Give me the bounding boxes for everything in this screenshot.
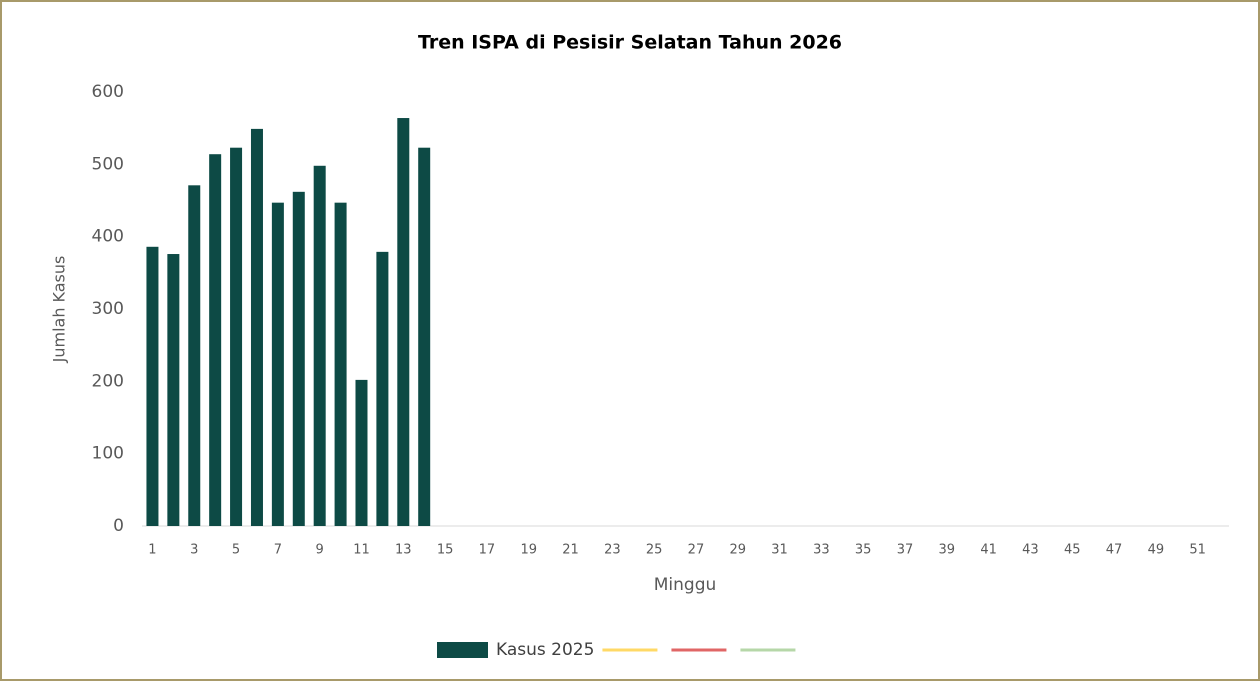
x-tick-label: 43	[1022, 543, 1039, 558]
y-tick-label: 400	[92, 227, 124, 247]
bar	[334, 202, 347, 527]
x-tick-label: 39	[939, 543, 956, 558]
chart-title: Tren ISPA di Pesisir Selatan Tahun 2026	[418, 32, 842, 54]
x-tick-label: 37	[897, 543, 914, 558]
y-axis-label: Jumlah Kasus	[50, 256, 69, 364]
x-tick-label: 29	[729, 543, 746, 558]
x-tick-label: 17	[479, 543, 496, 558]
bar	[167, 254, 180, 526]
bar	[250, 128, 263, 526]
x-tick-label: 19	[520, 543, 537, 558]
y-tick-label: 600	[92, 82, 124, 102]
x-tick-label: 23	[604, 543, 621, 558]
y-tick-label: 300	[92, 299, 124, 319]
x-tick-label: 27	[688, 543, 705, 558]
x-tick-label: 51	[1189, 543, 1206, 558]
y-tick-label: 200	[92, 371, 124, 391]
x-tick-label: 11	[353, 543, 370, 558]
x-tick-label: 47	[1106, 543, 1123, 558]
x-tick-label: 15	[437, 543, 454, 558]
bar	[355, 379, 368, 526]
y-tick-label: 0	[113, 516, 124, 536]
bar	[292, 191, 305, 526]
x-tick-label: 45	[1064, 543, 1081, 558]
x-tick-label: 7	[274, 543, 282, 558]
bar	[313, 165, 326, 526]
bar	[146, 246, 159, 526]
x-tick-label: 21	[562, 543, 579, 558]
x-tick-label: 9	[316, 543, 324, 558]
bar	[397, 118, 410, 526]
bar	[209, 154, 222, 526]
legend-swatch	[437, 642, 488, 658]
x-tick-label: 25	[646, 543, 663, 558]
bar	[376, 251, 389, 526]
bar	[188, 185, 201, 526]
x-tick-label: 13	[395, 543, 412, 558]
x-tick-label: 49	[1148, 543, 1165, 558]
bar	[230, 147, 243, 527]
x-tick-label: 1	[148, 543, 156, 558]
x-tick-label: 3	[190, 543, 198, 558]
bar	[418, 147, 431, 527]
legend-label: Kasus 2025	[496, 640, 594, 660]
x-tick-label: 5	[232, 543, 240, 558]
y-tick-label: 100	[92, 444, 124, 464]
x-tick-label: 31	[771, 543, 788, 558]
x-axis-label: Minggu	[654, 575, 717, 595]
bar	[271, 202, 284, 527]
x-tick-label: 35	[855, 543, 872, 558]
y-tick-label: 500	[92, 154, 124, 174]
x-tick-label: 33	[813, 543, 830, 558]
x-tick-label: 41	[980, 543, 997, 558]
